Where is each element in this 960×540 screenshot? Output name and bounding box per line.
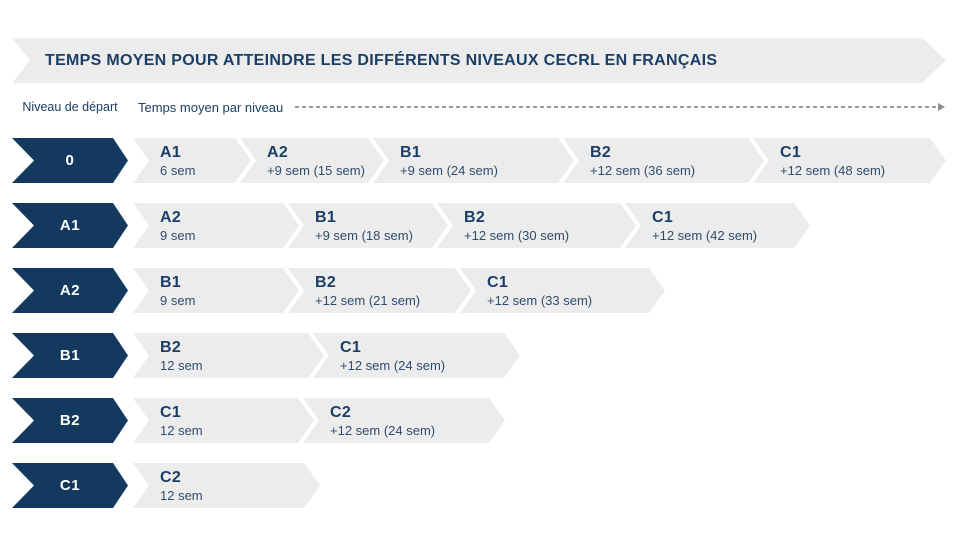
- target-level-time: 12 sem: [160, 358, 203, 373]
- flow-segment: C2 +12 sem (24 sem): [303, 398, 505, 443]
- target-level-label: A1: [160, 144, 182, 161]
- progress-band: A2 9 sem B1 +9 sem (18 sem) B2 +12 sem (…: [133, 203, 810, 248]
- flow-segment: B1 +9 sem (18 sem): [288, 203, 448, 248]
- level-row-0: 0 A1 6 sem A2 +9 sem (15 sem) B1 +9 sem …: [12, 138, 960, 183]
- target-level-time: +12 sem (21 sem): [315, 293, 421, 308]
- page-title: TEMPS MOYEN POUR ATTEINDRE LES DIFFÉRENT…: [45, 51, 718, 69]
- target-level-label: C2: [330, 404, 352, 421]
- start-level-badge: A2: [12, 268, 128, 313]
- flow-segment: C1 +12 sem (42 sem): [625, 203, 810, 248]
- start-level-label: B1: [59, 347, 81, 364]
- flow-segment: A2 +9 sem (15 sem): [240, 138, 384, 183]
- flow-segment: C1 +12 sem (48 sem): [753, 138, 946, 183]
- flow-segment: B1 9 sem: [133, 268, 299, 313]
- target-level-label: C1: [652, 209, 674, 226]
- start-level-label: A2: [59, 282, 81, 299]
- target-level-time: +12 sem (36 sem): [590, 163, 696, 178]
- start-level-label: C1: [59, 477, 81, 494]
- target-level-label: C1: [340, 339, 362, 356]
- level-row-a2: A2 B1 9 sem B2 +12 sem (21 sem) C1 +12 s…: [12, 268, 960, 313]
- progress-band: B1 9 sem B2 +12 sem (21 sem) C1 +12 sem …: [133, 268, 665, 313]
- target-level-label: B1: [315, 209, 337, 226]
- start-level-column-header: Niveau de départ: [22, 100, 118, 114]
- flow-segment: A1 6 sem: [133, 138, 251, 183]
- target-level-time: 6 sem: [160, 163, 196, 178]
- start-level-badge: B2: [12, 398, 128, 443]
- target-level-label: C1: [780, 144, 802, 161]
- start-level-badge: 0: [12, 138, 128, 183]
- target-level-time: 12 sem: [160, 488, 203, 503]
- level-row-c1: C1 C2 12 sem: [12, 463, 960, 508]
- target-level-label: C2: [160, 469, 182, 486]
- start-level-badge: B1: [12, 333, 128, 378]
- target-level-time: +12 sem (48 sem): [780, 163, 886, 178]
- flow-segment: C2 12 sem: [133, 463, 320, 508]
- target-level-time: +9 sem (18 sem): [315, 228, 413, 243]
- progress-band: B2 12 sem C1 +12 sem (24 sem): [133, 333, 520, 378]
- target-level-time: +12 sem (33 sem): [487, 293, 593, 308]
- start-level-label: 0: [65, 152, 75, 169]
- level-row-a1: A1 A2 9 sem B1 +9 sem (18 sem) B2 +12 se…: [12, 203, 960, 248]
- column-headers: Niveau de départ Temps moyen par niveau: [0, 92, 960, 122]
- flow-segment: A2 9 sem: [133, 203, 299, 248]
- target-level-time: 9 sem: [160, 228, 196, 243]
- flow-segment: B2 +12 sem (36 sem): [563, 138, 764, 183]
- target-level-label: B2: [315, 274, 337, 291]
- target-level-time: 9 sem: [160, 293, 196, 308]
- level-row-b1: B1 B2 12 sem C1 +12 sem (24 sem): [12, 333, 960, 378]
- start-level-label: B2: [59, 412, 81, 429]
- target-level-label: B2: [464, 209, 486, 226]
- target-level-label: B1: [400, 144, 422, 161]
- target-level-time: +9 sem (24 sem): [400, 163, 498, 178]
- flow-segment: C1 12 sem: [133, 398, 314, 443]
- target-level-label: C1: [160, 404, 182, 421]
- target-level-label: A2: [160, 209, 182, 226]
- target-level-label: B2: [590, 144, 612, 161]
- target-level-label: A2: [267, 144, 289, 161]
- target-level-label: B1: [160, 274, 182, 291]
- start-level-label: A1: [59, 217, 81, 234]
- target-level-time: 12 sem: [160, 423, 203, 438]
- target-level-time: +12 sem (30 sem): [464, 228, 570, 243]
- flow-segment: B2 +12 sem (21 sem): [288, 268, 471, 313]
- target-level-time: +9 sem (15 sem): [267, 163, 365, 178]
- target-level-time: +12 sem (42 sem): [652, 228, 758, 243]
- target-level-time: +12 sem (24 sem): [340, 358, 446, 373]
- level-rows: 0 A1 6 sem A2 +9 sem (15 sem) B1 +9 sem …: [0, 138, 960, 508]
- level-row-b2: B2 C1 12 sem C2 +12 sem (24 sem): [12, 398, 960, 443]
- timeline-column-header: Temps moyen par niveau: [138, 99, 284, 115]
- title-banner: TEMPS MOYEN POUR ATTEINDRE LES DIFFÉRENT…: [12, 38, 946, 83]
- flow-segment: C1 +12 sem (24 sem): [313, 333, 520, 378]
- timeline-dashed-line: [295, 103, 945, 111]
- flow-segment: B2 12 sem: [133, 333, 324, 378]
- progress-band: C1 12 sem C2 +12 sem (24 sem): [133, 398, 505, 443]
- flow-segment: B2 +12 sem (30 sem): [437, 203, 636, 248]
- progress-band: A1 6 sem A2 +9 sem (15 sem) B1 +9 sem (2…: [133, 138, 946, 183]
- start-level-badge: C1: [12, 463, 128, 508]
- target-level-label: B2: [160, 339, 182, 356]
- flow-segment: B1 +9 sem (24 sem): [373, 138, 574, 183]
- arrow-right-icon: [938, 103, 945, 111]
- flow-segment: C1 +12 sem (33 sem): [460, 268, 665, 313]
- target-level-label: C1: [487, 274, 509, 291]
- target-level-time: +12 sem (24 sem): [330, 423, 436, 438]
- progress-band: C2 12 sem: [133, 463, 320, 508]
- start-level-badge: A1: [12, 203, 128, 248]
